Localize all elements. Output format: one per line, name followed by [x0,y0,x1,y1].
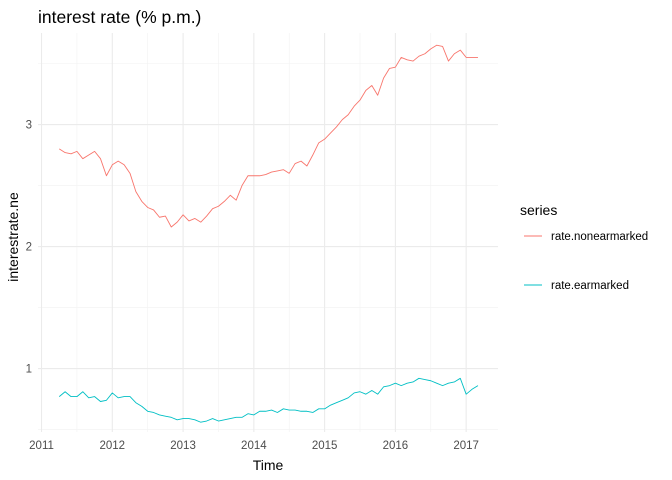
legend: series rate.nonearmarked rate.earmarked [520,202,648,292]
x-axis-ticks: 2011 2012 2013 2014 2015 2016 2017 [29,440,479,452]
x-tick-label: 2015 [312,440,338,452]
grid-major [38,33,498,432]
x-tick-label: 2016 [383,440,409,452]
y-tick-label: 2 [26,242,32,254]
y-tick-label: 3 [26,120,32,132]
series-lines [58,44,479,423]
legend-label-rate-nonearmarked: rate.nonearmarked [551,231,648,243]
x-tick-label: 2012 [100,440,126,452]
y-axis-ticks: 1 2 3 [26,120,32,376]
x-axis-label: Time [253,457,284,473]
legend-title: series [520,202,557,218]
series-line-rate-earmarked [58,377,479,423]
grid-minor [38,33,498,432]
x-tick-label: 2017 [453,440,479,452]
chart-title: interest rate (% p.m.) [38,7,201,27]
y-axis-label: interestrate.ne [5,192,21,282]
x-tick-label: 2011 [29,440,54,452]
x-tick-label: 2014 [241,440,267,452]
x-tick-label: 2013 [170,440,196,452]
y-tick-label: 1 [26,364,32,376]
series-line-rate-nonearmarked [58,44,478,228]
legend-label-rate-earmarked: rate.earmarked [551,280,629,292]
